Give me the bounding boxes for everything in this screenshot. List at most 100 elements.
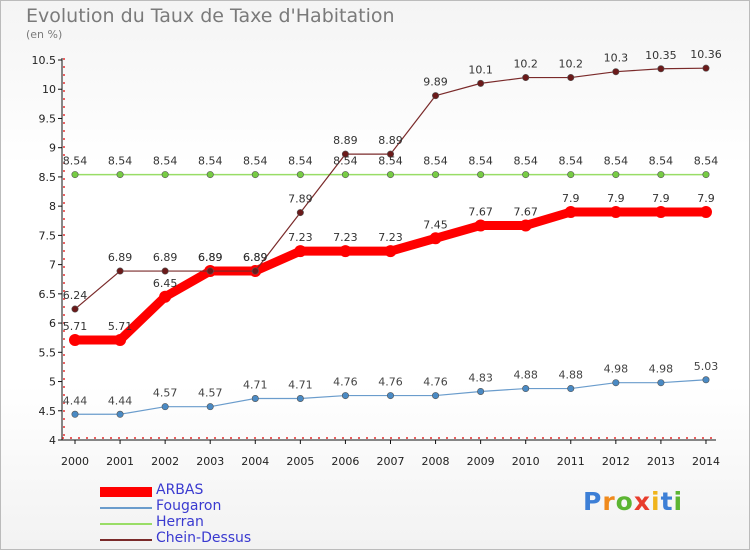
data-label-herran: 8.54 bbox=[694, 155, 719, 168]
point-arbas bbox=[294, 245, 307, 258]
x-tick-label: 2002 bbox=[151, 455, 179, 468]
data-label-arbas: 7.45 bbox=[423, 218, 448, 231]
x-tick-label: 2013 bbox=[647, 455, 675, 468]
data-label-chein-dessus: 8.89 bbox=[333, 134, 358, 147]
point-arbas bbox=[69, 334, 81, 347]
data-label-chein-dessus: 10.2 bbox=[513, 58, 538, 71]
point-arbas bbox=[654, 206, 667, 218]
point-fougaron bbox=[116, 410, 124, 418]
data-label-chein-dessus: 10.3 bbox=[604, 52, 629, 65]
point-arbas bbox=[564, 206, 577, 218]
y-tick-label: 8.5 bbox=[39, 171, 57, 184]
legend-label: Herran bbox=[156, 514, 204, 530]
x-tick-label: 2003 bbox=[196, 455, 224, 468]
data-label-fougaron: 4.71 bbox=[288, 378, 313, 391]
x-tick-label: 2012 bbox=[602, 455, 630, 468]
data-label-herran: 8.54 bbox=[513, 155, 538, 168]
logo-letter: x bbox=[633, 487, 651, 516]
point-fougaron bbox=[386, 392, 394, 400]
point-chein-dessus bbox=[477, 79, 485, 87]
y-tick-label: 9 bbox=[49, 142, 56, 155]
data-label-herran: 8.54 bbox=[559, 155, 584, 168]
legend-swatch bbox=[100, 523, 152, 525]
point-arbas bbox=[339, 245, 352, 258]
point-herran bbox=[432, 171, 440, 179]
x-tick-label: 2014 bbox=[692, 455, 720, 468]
logo-letter: i bbox=[673, 487, 684, 516]
data-label-fougaron: 4.57 bbox=[153, 387, 178, 400]
y-tick-label: 7 bbox=[49, 259, 56, 272]
y-tick-label: 4.5 bbox=[39, 405, 57, 418]
point-fougaron bbox=[71, 410, 79, 418]
point-chein-dessus bbox=[71, 305, 79, 313]
point-arbas bbox=[699, 206, 712, 218]
data-label-chein-dessus: 6.89 bbox=[243, 251, 268, 264]
point-chein-dessus bbox=[567, 74, 575, 82]
point-herran bbox=[657, 171, 665, 179]
point-chein-dessus bbox=[341, 150, 349, 158]
point-herran bbox=[161, 171, 169, 179]
x-tick-label: 2007 bbox=[376, 455, 404, 468]
legend-swatch bbox=[100, 507, 152, 509]
data-label-chein-dessus: 9.89 bbox=[423, 76, 448, 89]
data-label-chein-dessus: 7.89 bbox=[288, 193, 313, 206]
data-label-fougaron: 4.98 bbox=[649, 363, 674, 376]
point-herran bbox=[296, 171, 304, 179]
point-herran bbox=[206, 171, 214, 179]
legend-item-herran: Herran bbox=[100, 514, 360, 532]
point-herran bbox=[612, 171, 620, 179]
legend-label: Fougaron bbox=[156, 498, 222, 514]
point-arbas bbox=[474, 219, 487, 232]
y-tick-label: 5.5 bbox=[39, 346, 57, 359]
legend-item-chein-dessus: Chein-Dessus bbox=[100, 530, 360, 548]
data-label-fougaron: 4.88 bbox=[559, 369, 584, 382]
point-chein-dessus bbox=[657, 65, 665, 73]
data-label-herran: 8.54 bbox=[243, 155, 268, 168]
data-label-arbas: 7.9 bbox=[607, 192, 625, 205]
data-label-fougaron: 4.76 bbox=[333, 376, 358, 389]
point-chein-dessus bbox=[432, 92, 440, 100]
y-tick-label: 7.5 bbox=[39, 229, 57, 242]
y-tick-label: 6 bbox=[49, 317, 56, 330]
data-label-arbas: 5.71 bbox=[63, 320, 88, 333]
data-label-herran: 8.54 bbox=[378, 155, 403, 168]
point-fougaron bbox=[567, 385, 575, 393]
x-tick-label: 2009 bbox=[467, 455, 495, 468]
data-label-arbas: 7.23 bbox=[288, 231, 313, 244]
data-label-fougaron: 4.44 bbox=[63, 394, 88, 407]
point-fougaron bbox=[432, 392, 440, 400]
point-herran bbox=[522, 171, 530, 179]
point-fougaron bbox=[522, 385, 530, 393]
logo-letter: i bbox=[651, 487, 661, 516]
data-label-chein-dessus: 10.36 bbox=[690, 48, 722, 61]
chart-title: Evolution du Taux de Taxe d'Habitation bbox=[26, 5, 395, 27]
y-tick-label: 6.5 bbox=[39, 288, 57, 301]
proxiti-logo: Proxiti bbox=[583, 487, 683, 516]
x-tick-label: 2000 bbox=[61, 455, 89, 468]
point-chein-dessus bbox=[522, 74, 530, 82]
data-label-fougaron: 4.76 bbox=[378, 376, 403, 389]
point-herran bbox=[386, 171, 394, 179]
data-label-chein-dessus: 8.89 bbox=[378, 134, 403, 147]
point-fougaron bbox=[341, 392, 349, 400]
data-label-herran: 8.54 bbox=[198, 155, 223, 168]
data-label-fougaron: 5.03 bbox=[694, 360, 719, 373]
data-label-arbas: 7.23 bbox=[378, 231, 403, 244]
data-label-arbas: 7.67 bbox=[513, 205, 538, 218]
data-label-herran: 8.54 bbox=[153, 155, 178, 168]
data-labels-layer: 8.54 8.54 8.54 8.54 8.54 8.54 8.54 8.54 8.54 8.54… bbox=[63, 48, 722, 407]
data-label-fougaron: 4.83 bbox=[468, 371, 493, 384]
data-label-chein-dessus: 10.35 bbox=[645, 49, 677, 62]
legend-item-arbas: ARBAS bbox=[100, 482, 360, 500]
point-arbas bbox=[609, 206, 622, 218]
point-fougaron bbox=[206, 403, 214, 411]
data-label-fougaron: 4.76 bbox=[423, 376, 448, 389]
point-herran bbox=[251, 171, 259, 179]
data-label-chein-dessus: 10.2 bbox=[559, 58, 584, 71]
point-herran bbox=[341, 171, 349, 179]
series-layer bbox=[69, 64, 712, 418]
logo-letter: P bbox=[583, 487, 603, 516]
logo-letter: o bbox=[615, 487, 634, 516]
point-arbas bbox=[519, 219, 532, 232]
